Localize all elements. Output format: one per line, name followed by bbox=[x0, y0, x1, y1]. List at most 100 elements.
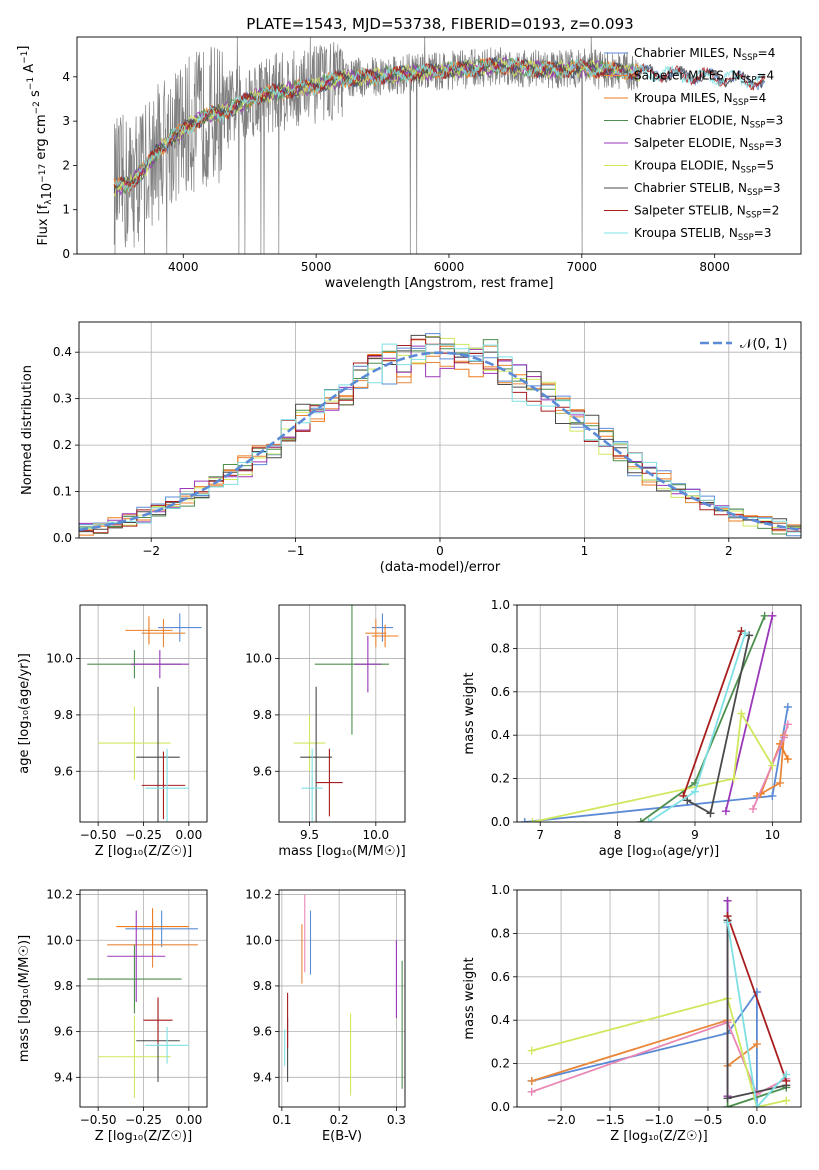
x-axis-label: Z [log₁₀(Z/Z☉)] bbox=[95, 844, 192, 859]
weight-plot bbox=[520, 611, 792, 822]
y-axis-label-part: s bbox=[28, 90, 43, 101]
spectrum-plot bbox=[113, 37, 766, 254]
y-tick-label: 0 bbox=[62, 247, 70, 261]
weight-point-marker bbox=[752, 1040, 761, 1049]
y-tick-label: 0.2 bbox=[491, 772, 510, 786]
weight-series-line bbox=[682, 630, 743, 797]
spectrum-model-line bbox=[113, 56, 765, 192]
legend-label-part: =3 bbox=[766, 114, 784, 128]
y-tick-label: 0.4 bbox=[53, 345, 72, 359]
y-tick-label: 4 bbox=[62, 70, 70, 84]
axes-frame bbox=[79, 889, 208, 1108]
y-tick-label: 1 bbox=[62, 203, 70, 217]
legend-label-sub: SSP bbox=[748, 143, 764, 153]
legend-label-part: Kroupa MILES, N bbox=[634, 91, 733, 105]
weight-point-marker bbox=[768, 761, 777, 770]
legend-label: Chabrier STELIB, NSSP=3 bbox=[634, 181, 781, 198]
y-tick-label: 3 bbox=[62, 114, 70, 128]
residual-plot bbox=[79, 333, 801, 537]
x-tick-label: −1 bbox=[287, 544, 305, 558]
weight-point-marker bbox=[782, 1070, 791, 1079]
y-tick-label: 9.6 bbox=[253, 764, 272, 778]
y-tick-label: 9.8 bbox=[54, 979, 73, 993]
y-axis-label-part: Flux [f bbox=[36, 204, 51, 245]
x-tick-label: −0.50 bbox=[80, 1113, 117, 1127]
weight-point-marker bbox=[644, 818, 653, 822]
legend-label: Kroupa ELODIE, NSSP=5 bbox=[634, 159, 774, 176]
x-tick-label: 2 bbox=[725, 544, 733, 558]
x-tick-label: −0.50 bbox=[80, 828, 117, 842]
y-tick-label: 0.8 bbox=[491, 641, 510, 655]
y-tick-label: 0.2 bbox=[491, 1057, 510, 1071]
weight-point-marker bbox=[706, 809, 715, 818]
spectrum-model-line bbox=[113, 56, 765, 194]
errorbar-plot bbox=[87, 613, 202, 822]
y-tick-label: 0.3 bbox=[53, 392, 72, 406]
x-tick-label: −1.0 bbox=[644, 1113, 673, 1127]
weight-point-marker bbox=[723, 918, 732, 927]
y-tick-label: 0.1 bbox=[53, 485, 72, 499]
weight-point-marker bbox=[527, 1076, 536, 1085]
legend-label: Kroupa STELIB, NSSP=3 bbox=[634, 226, 772, 243]
weight-point-marker bbox=[768, 791, 777, 800]
weight-series-line bbox=[531, 997, 787, 1107]
legend-label: Salpeter ELODIE, NSSP=3 bbox=[634, 136, 782, 153]
legend-label-sub: SSP bbox=[733, 98, 749, 108]
axes-weight-vs-z: −2.0 −1.5 −1.0 −0.5 0.0 0.0 0.2 0.4 0.6 0.8 1.0 Z [… bbox=[462, 883, 802, 1144]
x-tick-label: 4000 bbox=[168, 260, 199, 274]
axes-mass-vs-z: −0.50 −0.25 0.00 9.4 9.6 9.8 10.0 10.2 Z [log₁₀(… bbox=[17, 888, 208, 1144]
y-axis-label-part: 10 bbox=[40, 183, 55, 200]
x-tick-label: −0.25 bbox=[125, 1113, 162, 1127]
weight-point-marker bbox=[737, 709, 746, 718]
y-axis-label: mass weight bbox=[462, 957, 477, 1039]
y-axis-label-part: −1 bbox=[26, 77, 36, 90]
legend-label: Kroupa MILES, NSSP=4 bbox=[634, 91, 766, 108]
axes-frame bbox=[278, 604, 406, 823]
legend-label-part: =3 bbox=[763, 181, 781, 195]
residual-histogram bbox=[79, 334, 801, 533]
y-tick-label: 9.8 bbox=[253, 708, 272, 722]
x-tick-label: 0.1 bbox=[272, 1113, 291, 1127]
legend-label-sub: SSP bbox=[741, 76, 757, 86]
y-tick-label: 10.0 bbox=[245, 933, 272, 947]
y-tick-label: 9.6 bbox=[54, 764, 73, 778]
y-tick-label: 0.0 bbox=[53, 531, 72, 545]
axes-spectrum: 4000 5000 6000 7000 8000 0 1 2 3 4 wavelength [Ang… bbox=[16, 36, 802, 291]
x-tick-label: 0.00 bbox=[175, 828, 202, 842]
x-tick-label: −1.5 bbox=[595, 1113, 624, 1127]
legend-label-part: Salpeter MILES, N bbox=[634, 69, 741, 83]
x-tick-label: 0.00 bbox=[175, 1113, 202, 1127]
y-tick-label: 9.8 bbox=[54, 708, 73, 722]
y-axis-label-part: −17 bbox=[38, 164, 48, 183]
weight-point-marker bbox=[768, 611, 777, 620]
axes-frame bbox=[79, 604, 208, 823]
y-axis-label-part: ] bbox=[16, 46, 31, 51]
y-tick-label: 10.2 bbox=[46, 888, 73, 902]
legend-label: Chabrier ELODIE, NSSP=3 bbox=[634, 114, 783, 131]
weight-point-marker bbox=[723, 1094, 732, 1103]
weight-point-marker bbox=[741, 629, 750, 638]
y-tick-label: 0.6 bbox=[491, 685, 510, 699]
weight-plot bbox=[527, 896, 791, 1107]
x-tick-label: 5000 bbox=[301, 260, 332, 274]
legend-label-part: Chabrier STELIB, N bbox=[634, 181, 747, 195]
weight-series-line bbox=[531, 989, 758, 1107]
weight-point-marker bbox=[779, 733, 788, 742]
y-tick-label: 0.0 bbox=[491, 1100, 510, 1114]
x-tick-label: 10 bbox=[765, 828, 780, 842]
weight-series-line bbox=[726, 915, 788, 1082]
axes-frame bbox=[78, 321, 802, 539]
y-tick-label: 0.2 bbox=[53, 438, 72, 452]
y-tick-label: 10.2 bbox=[245, 888, 272, 902]
legend-label-sub: SSP bbox=[747, 188, 763, 198]
x-axis-label: Z [log₁₀(Z/Z☉)] bbox=[95, 1129, 192, 1144]
x-tick-label: 10.0 bbox=[362, 828, 389, 842]
errorbar-plot bbox=[87, 908, 198, 1098]
x-tick-label: 0 bbox=[436, 544, 444, 558]
weight-point-marker bbox=[721, 807, 730, 816]
axes-age-vs-z: −0.50 −0.25 0.00 9.6 9.8 10.0 Z [log₁₀(Z/Z☉)] a… bbox=[17, 604, 208, 859]
axes-frame bbox=[516, 604, 802, 823]
legend-label: Chabrier MILES, NSSP=4 bbox=[634, 46, 775, 63]
